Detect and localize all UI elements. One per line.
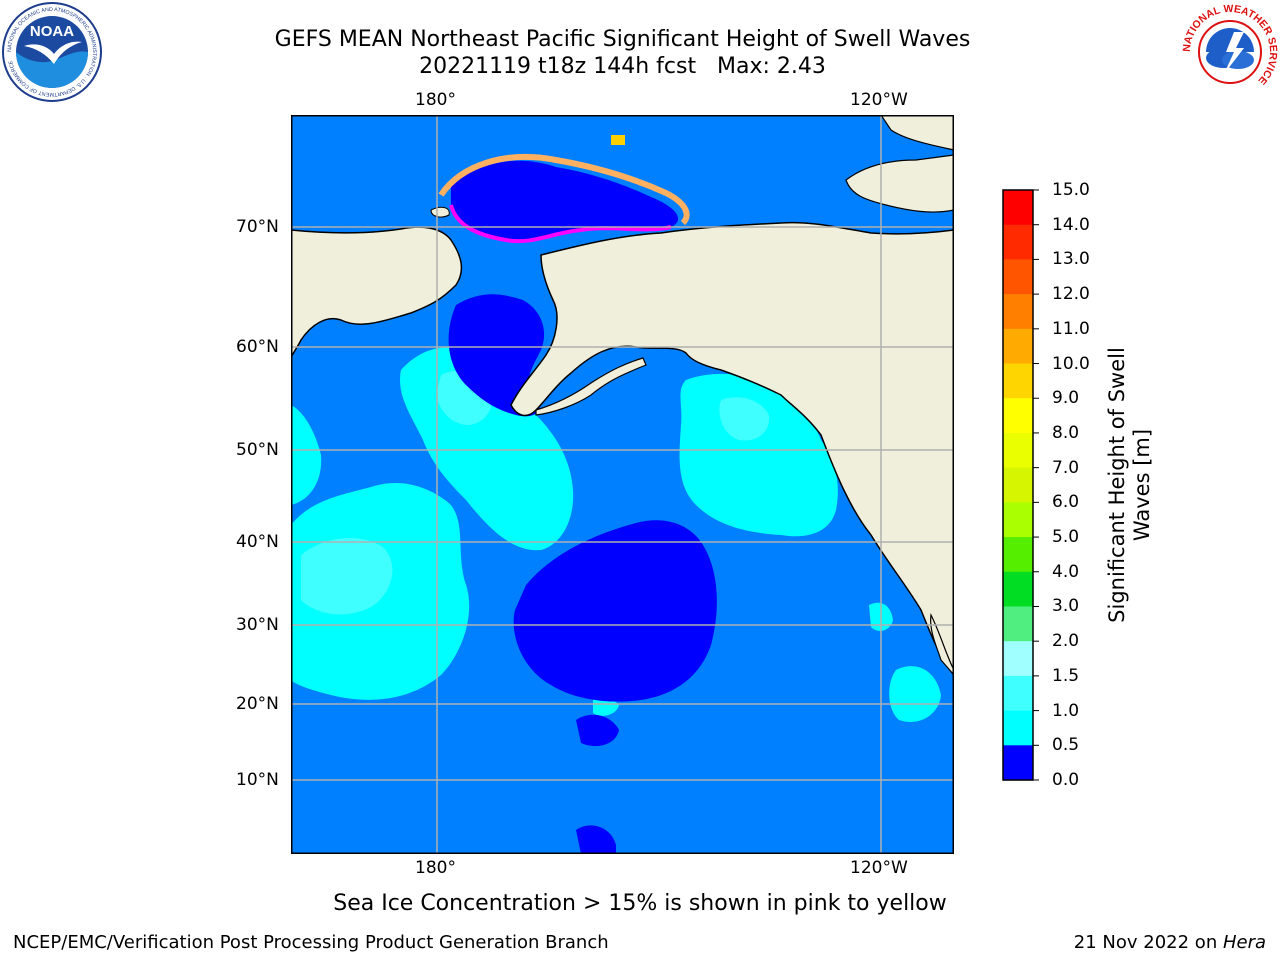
land-mexico: [930, 612, 954, 676]
colorbar-segment: [1003, 710, 1033, 746]
colorbar-tick-label: 1.5: [1052, 665, 1080, 686]
colorbar: [1002, 189, 1039, 781]
swell-area-arctic: [451, 160, 679, 242]
swell-area-far-west: [291, 405, 322, 505]
lat-label-70n: 70°N: [236, 217, 279, 237]
land-wrangel: [430, 206, 450, 218]
swell-area-calm-central: [513, 520, 717, 702]
lat-label-60n: 60°N: [236, 337, 279, 357]
colorbar-tick-label: 6.0: [1052, 492, 1080, 513]
lat-label-40n: 40°N: [236, 532, 279, 552]
colorbar-segment: [1003, 675, 1033, 712]
colorbar-segment: [1003, 467, 1033, 503]
colorbar-tick-label: 11.0: [1052, 318, 1090, 339]
colorbar-frame: [1002, 189, 1034, 781]
swell-area-bering: [448, 294, 545, 417]
swell-area-hawaii: [593, 697, 619, 716]
noaa-logo: NOAA NATIONAL OCEANIC AND ATMOSPHERIC AD…: [2, 2, 102, 102]
colorbar-segment: [1003, 502, 1033, 538]
colorbar-tick-label: 1.0: [1052, 700, 1080, 721]
footer-date-text: 21 Nov 2022 on: [1073, 932, 1223, 953]
colorbar-tick-label: 14.0: [1052, 214, 1090, 235]
swell-area-peak-gulf: [719, 397, 770, 441]
colorbar-segment: [1003, 745, 1033, 781]
chart-subtitle: 20221119 t18z 144h fcst Max: 2.43: [419, 54, 826, 79]
colorbar-segment: [1003, 606, 1033, 642]
colorbar-tick-label: 9.0: [1052, 388, 1080, 409]
colorbar-segment: [1003, 363, 1033, 399]
colorbar-tick-label: 0.5: [1052, 735, 1080, 756]
colorbar-segment: [1003, 259, 1033, 295]
land-alaska-canada: [510, 221, 954, 677]
nws-logo: NATIONAL WEATHER SERVICE: [1181, 3, 1279, 100]
colorbar-tick-label: 0.0: [1052, 770, 1080, 790]
colorbar-tick-label: 13.0: [1052, 249, 1090, 270]
footer-credit: NCEP/EMC/Verification Post Processing Pr…: [13, 932, 609, 953]
colorbar-tick-label: 3.0: [1052, 596, 1080, 617]
land-alaska-peninsula: [535, 357, 647, 416]
svg-text:NOAA: NOAA: [30, 23, 74, 40]
colorbar-segment: [1003, 537, 1033, 573]
sea-ice-outer: [438, 154, 690, 226]
swell-area-calm-equator: [576, 825, 616, 854]
sea-ice-patch: [611, 135, 625, 145]
colorbar-segment: [1003, 328, 1033, 365]
map-frame: [291, 115, 954, 854]
chart-title: GEFS MEAN Northeast Pacific Significant …: [274, 27, 971, 52]
lon-label-bottom-180: 180°: [415, 858, 456, 878]
colorbar-tick-label: 2.0: [1052, 631, 1080, 652]
colorbar-label: Significant Height of Swell Waves [m]: [1105, 347, 1154, 623]
sea-ice-rim: [449, 204, 672, 244]
lat-label-10n: 10°N: [236, 770, 279, 790]
colorbar-segment: [1003, 432, 1033, 469]
lat-label-20n: 20°N: [236, 694, 279, 714]
colorbar-tick-label: 4.0: [1052, 561, 1080, 582]
colorbar-segment: [1003, 294, 1033, 330]
colorbar-segment: [1003, 571, 1033, 608]
lat-label-50n: 50°N: [236, 440, 279, 460]
lat-label-30n: 30°N: [236, 615, 279, 635]
graticule: [291, 115, 954, 854]
swell-area-baja: [889, 666, 941, 723]
sea-ice-caption: Sea Ice Concentration > 15% is shown in …: [333, 891, 947, 916]
land-siberia: [291, 226, 463, 361]
colorbar-segment: [1003, 190, 1033, 226]
colorbar-tick-label: 5.0: [1052, 527, 1080, 548]
footer-date: 21 Nov 2022 on Hera: [1074, 932, 1266, 953]
colorbar-tick-label: 15.0: [1052, 180, 1090, 200]
colorbar-tick-label: 12.0: [1052, 284, 1090, 305]
swell-area-peak-west: [301, 537, 393, 615]
swell-area-gulf-alaska: [679, 373, 838, 537]
colorbar-tick-label: 10.0: [1052, 353, 1090, 374]
colorbar-segment: [1003, 641, 1033, 677]
colorbar-tick-label: 7.0: [1052, 457, 1080, 478]
lon-label-bottom-120w: 120°W: [850, 858, 908, 878]
swell-height-map: [291, 115, 954, 854]
lon-label-top-120w: 120°W: [850, 90, 908, 110]
lon-label-top-180: 180°: [415, 90, 456, 110]
footer-host: Hera: [1222, 932, 1266, 953]
colorbar-tick-label: 8.0: [1052, 422, 1080, 443]
swell-area-calm-south: [576, 714, 619, 747]
colorbar-segment: [1003, 398, 1033, 434]
colorbar-segment: [1003, 224, 1033, 261]
